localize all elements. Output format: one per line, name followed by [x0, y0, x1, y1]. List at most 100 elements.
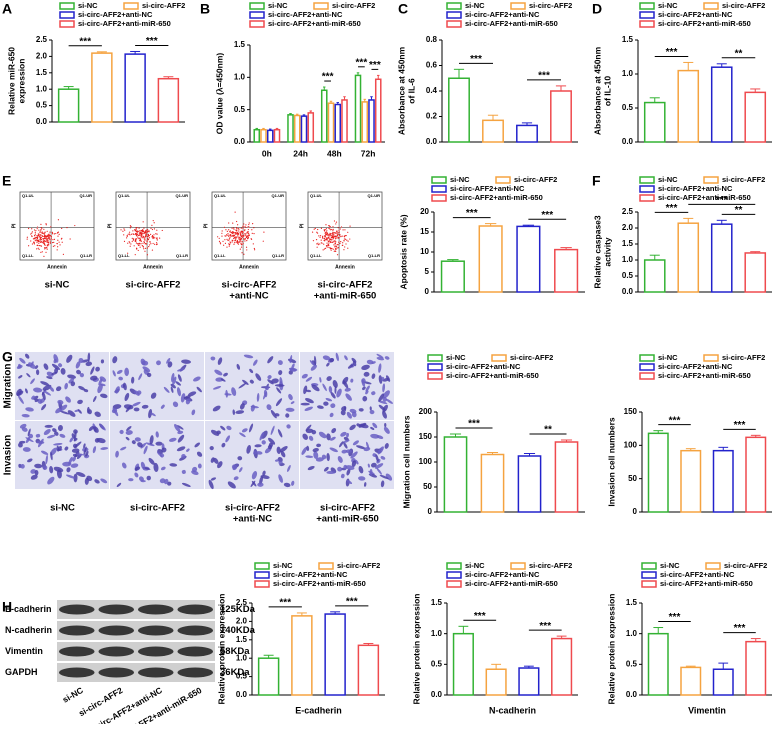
legend-label: si-circ-AFF2+anti-miR-650 [450, 193, 543, 202]
event-dot [122, 230, 124, 232]
event-dot [223, 226, 226, 228]
cell [70, 463, 79, 468]
event-dot [325, 237, 328, 239]
y-tick-label: 2.0 [36, 52, 48, 61]
y-tick-label: 2.5 [236, 598, 248, 607]
event-dot [328, 242, 330, 244]
cell [138, 476, 144, 482]
event-dot [143, 248, 145, 250]
event-dot [316, 232, 319, 234]
flow-y-label: PI [11, 223, 17, 228]
event-dot [246, 238, 249, 240]
cell [187, 391, 197, 397]
event-dot [141, 235, 143, 237]
legend-swatch [123, 2, 139, 10]
event-dot [330, 229, 332, 231]
blot-band [177, 646, 214, 657]
error-bar [296, 612, 307, 616]
cell [40, 450, 49, 455]
cell [267, 375, 272, 380]
event-dot [241, 252, 243, 254]
event-dot [239, 237, 241, 239]
cell [50, 451, 53, 461]
event-dot [326, 244, 329, 246]
blot-strip [57, 621, 215, 640]
event-dot [142, 235, 145, 237]
cell [16, 364, 23, 370]
cell [241, 428, 248, 433]
flow-plot [307, 191, 383, 261]
event-dot [225, 229, 227, 231]
cell [146, 475, 151, 481]
cell [341, 449, 348, 454]
event-dot [244, 234, 247, 236]
cell [239, 467, 243, 473]
y-tick-label: 2.0 [236, 617, 248, 626]
event-dot [339, 242, 341, 245]
event-dot [33, 242, 35, 244]
cell [40, 381, 50, 386]
cell [329, 447, 338, 453]
cell [350, 451, 358, 459]
event-dot [337, 227, 339, 229]
cell [172, 401, 179, 408]
lane-label: si-NC [61, 685, 85, 705]
event-dot [40, 241, 42, 243]
event-dot [228, 235, 230, 237]
significance-label: *** [716, 195, 728, 206]
event-dot [38, 244, 41, 247]
cell [288, 393, 293, 401]
event-dot [312, 240, 315, 242]
legend-label: si-circ-AFF2+anti-miR-650 [78, 19, 171, 28]
event-dot [336, 236, 338, 238]
y-tick-label: 1.5 [236, 635, 248, 644]
cell [337, 466, 343, 472]
cell [26, 373, 31, 378]
legend-label: si-circ-AFF2+anti-NC [660, 570, 735, 579]
event-dot [248, 234, 250, 237]
cell [317, 405, 324, 409]
legend-label: si-NC [465, 561, 485, 570]
event-dot [132, 233, 134, 235]
error-bar [275, 127, 279, 130]
event-dot [234, 236, 236, 238]
cell [156, 451, 163, 458]
blot-band [98, 625, 135, 636]
event-dot [54, 245, 56, 247]
y-tick-label: 0.5 [622, 271, 634, 280]
y-tick-label: 1.5 [234, 40, 246, 49]
event-dot [218, 237, 220, 239]
blot-band [98, 667, 135, 678]
event-dot [219, 242, 221, 244]
legend-label: si-circ-AFF2 [337, 561, 380, 570]
cell [330, 403, 336, 408]
cell [41, 391, 46, 401]
cell [171, 372, 175, 383]
quadrant-label: Q1-LR [368, 253, 380, 258]
cell [276, 446, 281, 454]
bar [643, 101, 666, 143]
event-dot [38, 248, 40, 250]
cell [277, 429, 283, 438]
cell [280, 451, 286, 458]
bar [320, 89, 328, 143]
significance-label: ** [735, 48, 743, 59]
cell [385, 398, 394, 404]
event-dot [236, 231, 238, 233]
event-dot [232, 233, 234, 235]
event-dot [344, 246, 346, 248]
event-dot [237, 224, 239, 226]
cell [85, 361, 93, 367]
event-dot [333, 236, 335, 238]
event-dot [320, 239, 322, 241]
cell [326, 376, 332, 381]
error-bar [560, 247, 572, 250]
cell [381, 376, 385, 381]
group-label: si-NC [45, 280, 70, 291]
event-dot [161, 229, 163, 232]
event-dot [227, 239, 229, 242]
event-dot [228, 222, 230, 224]
blot-band [177, 625, 214, 636]
event-dot [329, 235, 331, 237]
event-dot [59, 244, 61, 246]
